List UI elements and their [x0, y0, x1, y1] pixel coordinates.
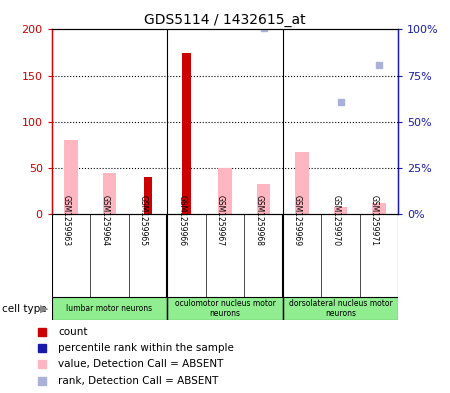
Text: ▶: ▶ [40, 303, 48, 314]
Text: rank, Detection Call = ABSENT: rank, Detection Call = ABSENT [58, 376, 219, 386]
Bar [144, 177, 152, 214]
Text: oculomotor nucleus motor
neurons: oculomotor nucleus motor neurons [175, 299, 275, 318]
Bar [182, 53, 191, 214]
Text: dorsolateral nucleus motor
neurons: dorsolateral nucleus motor neurons [288, 299, 392, 318]
Bar [167, 297, 283, 320]
Bar [257, 184, 270, 214]
Text: lumbar motor neurons: lumbar motor neurons [67, 304, 153, 313]
Bar [103, 173, 116, 214]
Bar [52, 297, 167, 320]
Text: GSM1259970: GSM1259970 [332, 195, 341, 246]
Bar [64, 140, 78, 214]
Text: GSM1259967: GSM1259967 [216, 195, 225, 246]
Bar [372, 203, 386, 214]
Text: count: count [58, 327, 88, 337]
Text: GSM1259965: GSM1259965 [139, 195, 148, 246]
Bar [334, 207, 347, 214]
Bar [218, 168, 232, 214]
Text: GSM1259968: GSM1259968 [255, 195, 264, 246]
Title: GDS5114 / 1432615_at: GDS5114 / 1432615_at [144, 13, 306, 27]
Text: value, Detection Call = ABSENT: value, Detection Call = ABSENT [58, 360, 224, 369]
Text: GSM1259964: GSM1259964 [100, 195, 109, 246]
Bar [295, 152, 309, 214]
Text: GSM1259963: GSM1259963 [62, 195, 71, 246]
Text: percentile rank within the sample: percentile rank within the sample [58, 343, 234, 353]
Text: GSM1259971: GSM1259971 [370, 195, 379, 246]
Text: GSM1259969: GSM1259969 [293, 195, 302, 246]
Text: GSM1259966: GSM1259966 [177, 195, 186, 246]
Bar [283, 297, 398, 320]
Text: cell type: cell type [2, 303, 47, 314]
